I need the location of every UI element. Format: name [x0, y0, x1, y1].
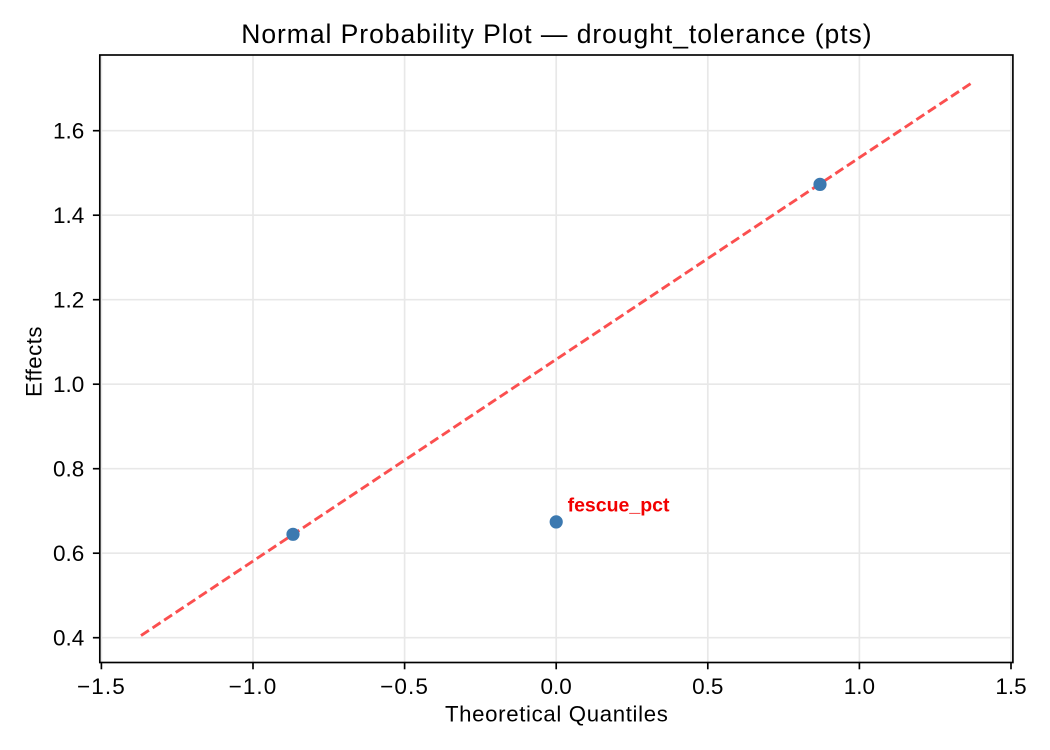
svg-text:0.6: 0.6: [53, 541, 84, 566]
svg-text:Normal Probability Plot — drou: Normal Probability Plot — drought_tolera…: [241, 19, 872, 49]
svg-text:0.0: 0.0: [541, 674, 572, 699]
svg-text:fescue_pct: fescue_pct: [568, 494, 670, 516]
svg-text:0.4: 0.4: [53, 626, 84, 651]
svg-text:Theoretical Quantiles: Theoretical Quantiles: [445, 702, 669, 727]
svg-text:1.5: 1.5: [995, 674, 1026, 699]
svg-text:−1.0: −1.0: [229, 674, 278, 699]
svg-text:1.0: 1.0: [53, 372, 84, 397]
svg-text:−0.5: −0.5: [380, 674, 429, 699]
svg-text:1.4: 1.4: [53, 203, 84, 228]
svg-text:0.8: 0.8: [53, 457, 84, 482]
svg-text:1.6: 1.6: [53, 119, 84, 144]
svg-text:1.0: 1.0: [844, 674, 875, 699]
svg-text:1.2: 1.2: [53, 288, 84, 313]
svg-text:−1.5: −1.5: [77, 674, 126, 699]
svg-text:0.5: 0.5: [692, 674, 723, 699]
svg-text:Effects: Effects: [22, 326, 47, 397]
